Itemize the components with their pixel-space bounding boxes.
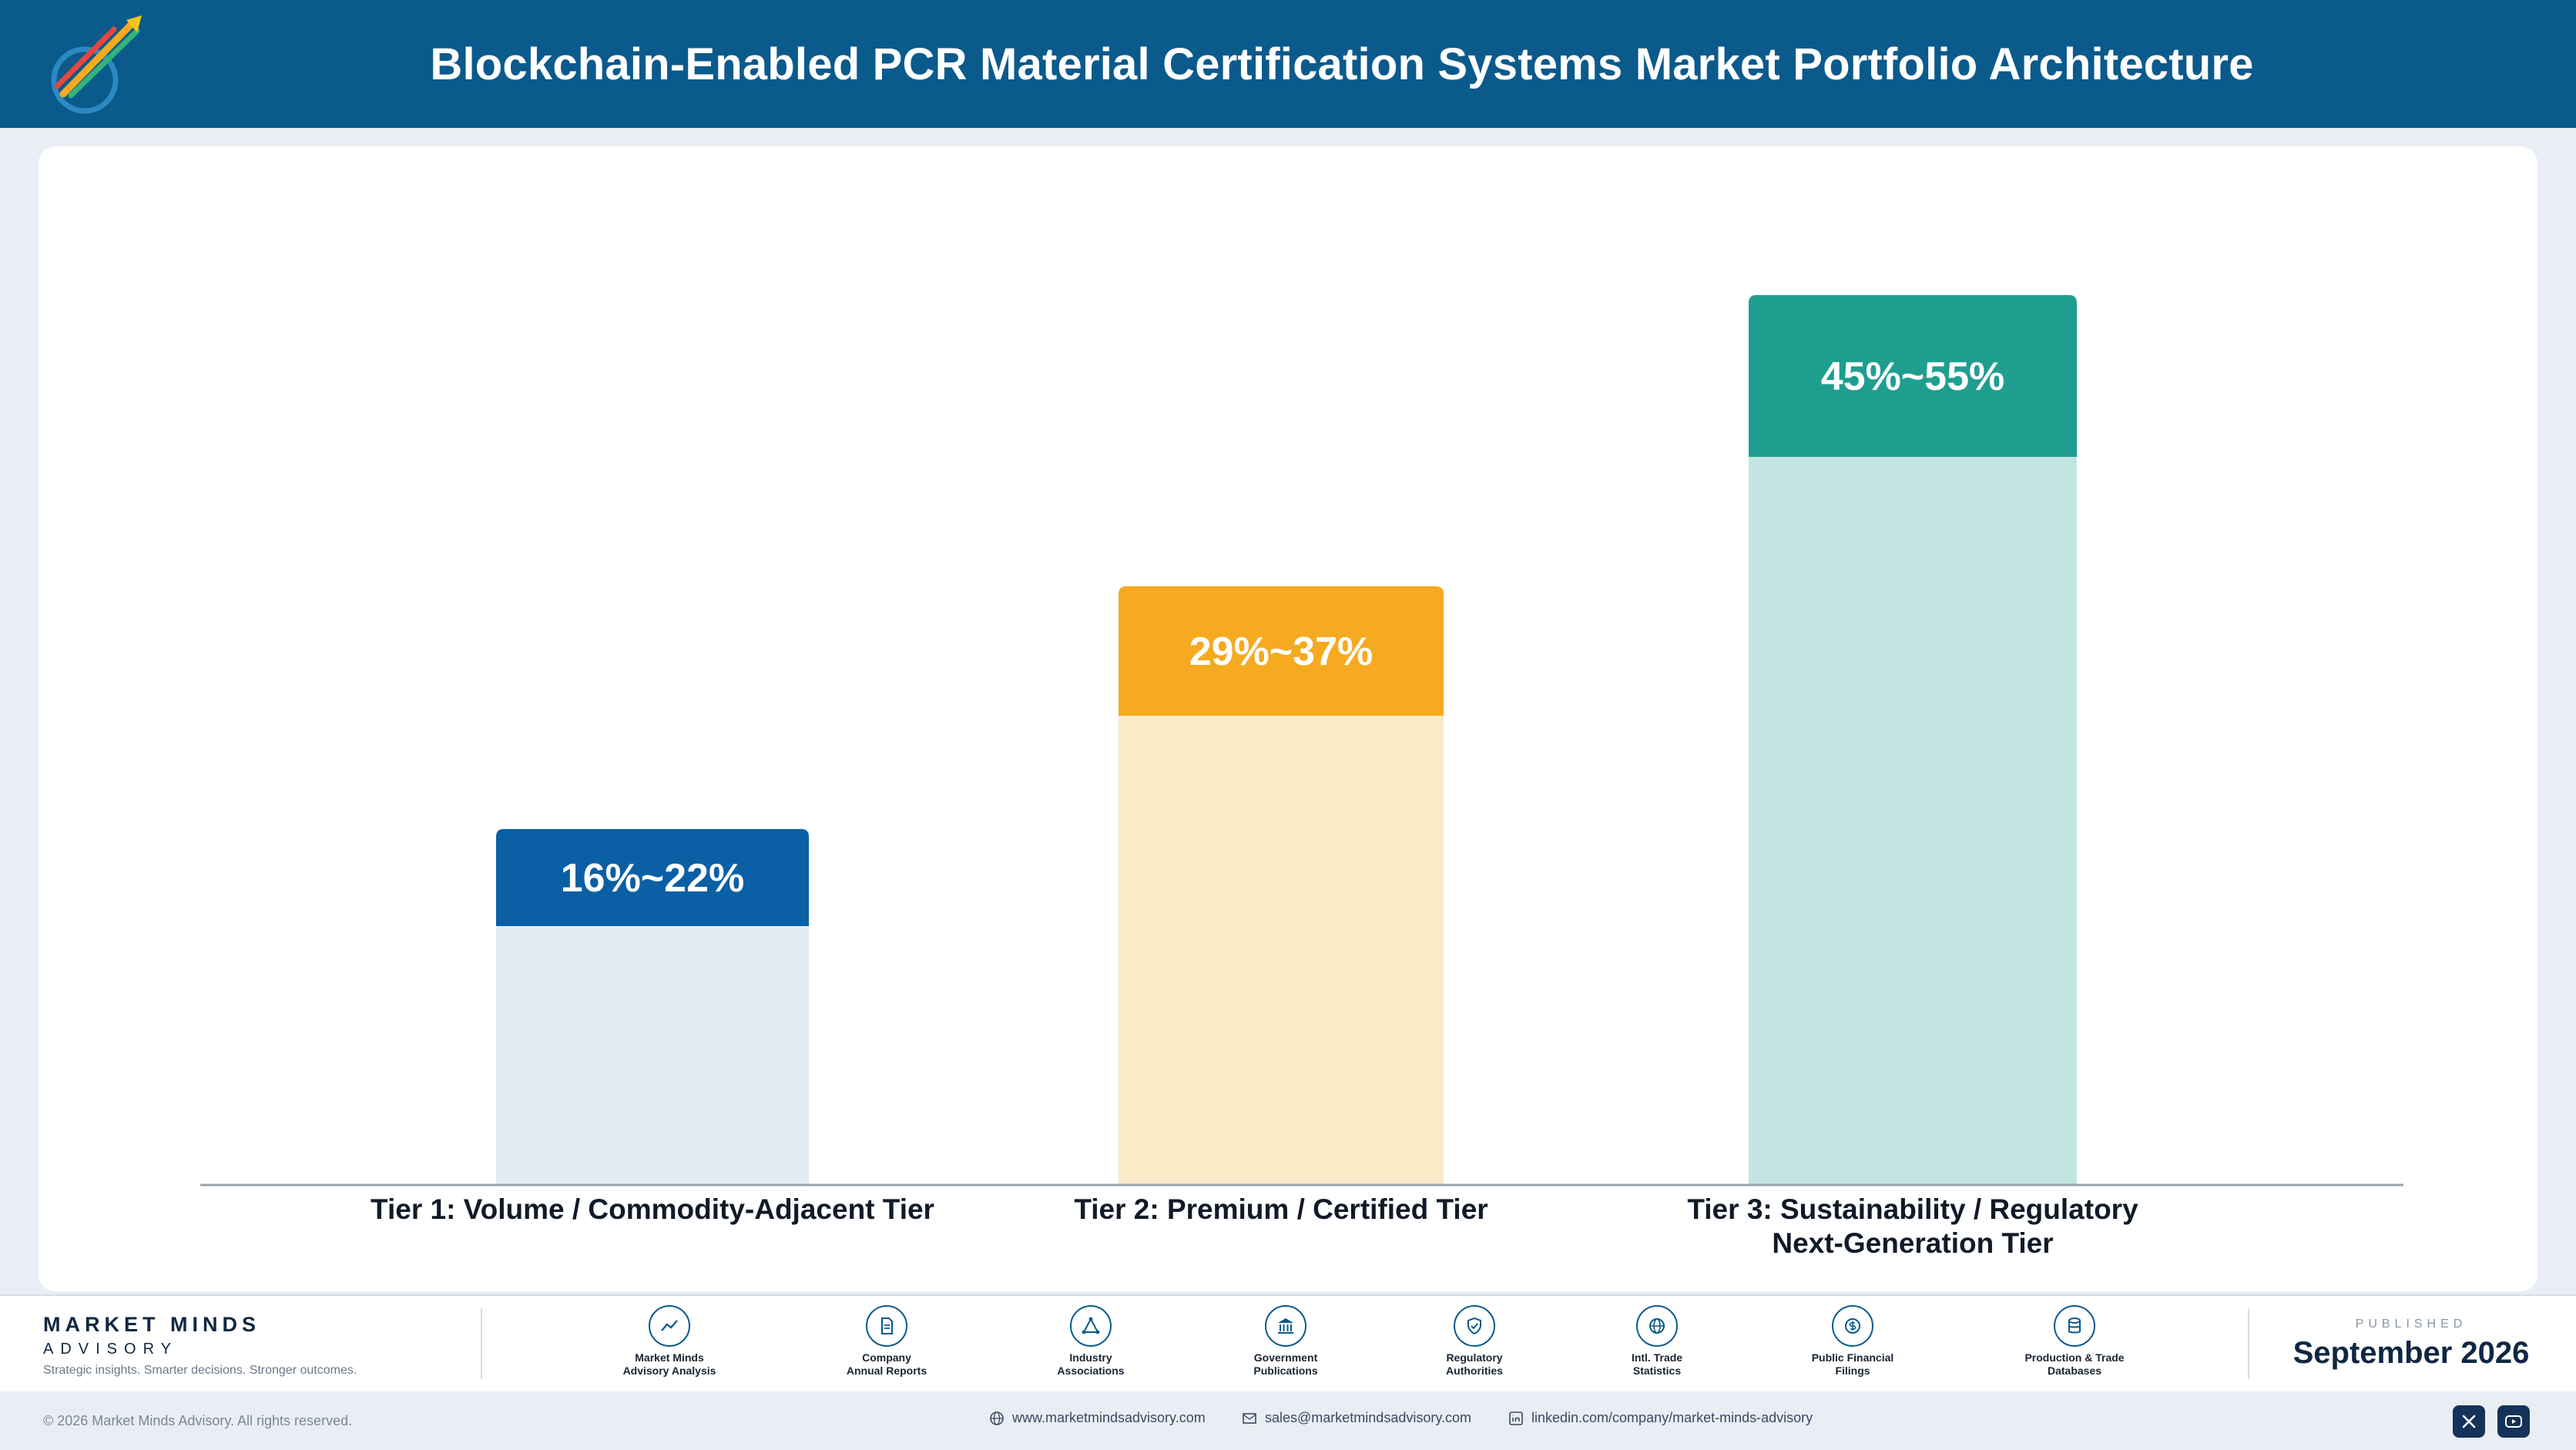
bar-base-1 [496,926,809,1185]
category-label-1: Tier 1: Volume / Commodity-Adjacent Tier [371,1193,934,1225]
document-icon [866,1305,907,1347]
source-label: Regulatory Authorities [1446,1351,1503,1377]
source-financial-filings: Public Financial Filings [1779,1305,1926,1378]
page-title: Blockchain-Enabled PCR Material Certific… [430,39,2254,89]
mail-icon [1243,1412,1256,1424]
building-icon [1265,1305,1306,1347]
category-label-2: Tier 2: Premium / Certified Tier [1074,1193,1488,1225]
linkedin-icon [1509,1411,1523,1425]
footer-divider [2248,1308,2249,1379]
trend-line-icon [649,1305,690,1347]
source-label: Government Publications [1253,1351,1318,1377]
source-industry-associations: Industry Associations [1018,1305,1164,1378]
copyright-text: © 2026 Market Minds Advisory. All rights… [43,1413,353,1428]
source-company-reports: Company Annual Reports [813,1305,960,1378]
linkedin-text: linkedin.com/company/market-minds-adviso… [1531,1410,1813,1425]
bottom-strip: © 2026 Market Minds Advisory. All rights… [0,1391,2576,1450]
source-regulatory-authorities: Regulatory Authorities [1401,1305,1548,1378]
bar-range-3 [1749,295,2077,457]
brand-tagline: Strategic insights. Smarter decisions. S… [43,1364,357,1377]
shield-icon [1454,1305,1495,1347]
globe-icon [1636,1305,1678,1347]
email-link[interactable]: sales@marketmindsadvisory.com [1242,1410,1471,1426]
database-icon [2054,1305,2095,1347]
chart-area: 16%~22% Tier 1: Volume / Commodity-Adjace… [200,295,2403,1259]
source-trade-statistics: Intl. Trade Statistics [1584,1305,1730,1378]
coin-icon [1832,1305,1873,1347]
bar-value-label-1: 16%~22% [561,856,745,901]
bar-value-label-2: 29%~37% [1189,629,1374,674]
published-date: September 2026 [2293,1336,2530,1370]
chart-card: 16%~22% Tier 1: Volume / Commodity-Adjace… [39,146,2537,1291]
bar-range-1 [496,829,809,926]
source-label: Public Financial Filings [1811,1351,1894,1377]
email-text: sales@marketmindsadvisory.com [1265,1410,1472,1425]
source-label: Company Annual Reports [846,1351,927,1377]
youtube-icon[interactable] [2497,1405,2530,1438]
bar-range-2 [1119,586,1444,716]
source-label: Market Minds Advisory Analysis [622,1351,716,1377]
published-label: PUBLISHED [2355,1317,2467,1331]
category-label-3: Tier 3: Sustainability / Regulatory [1687,1193,2138,1225]
brand-subtitle: ADVISORY [43,1341,178,1358]
bar-base-2 [1119,716,1444,1185]
source-government-publications: Government Publications [1213,1305,1359,1378]
bar-base-3 [1749,457,2077,1185]
category-label-3: Next-Generation Tier [1772,1227,2053,1259]
linkedin-link[interactable]: linkedin.com/company/market-minds-adviso… [1508,1410,1813,1426]
globe-icon [990,1411,1004,1425]
footer-divider [481,1308,482,1379]
source-trade-databases: Production & Trade Databases [2001,1305,2148,1378]
header-bar: Blockchain-Enabled PCR Material Certific… [0,0,2576,128]
website-link[interactable]: www.marketmindsadvisory.com [989,1410,1206,1426]
x-icon[interactable] [2453,1405,2485,1438]
bar-value-label-3: 45%~55% [1821,354,2005,399]
source-label: Production & Trade Databases [2024,1351,2125,1377]
network-icon [1070,1305,1112,1347]
website-text: www.marketmindsadvisory.com [1012,1410,1206,1425]
market-minds-logo [51,15,142,114]
source-label: Industry Associations [1057,1351,1125,1377]
source-market-minds-analysis: Market Minds Advisory Analysis [596,1305,743,1378]
footer: MARKET MINDS ADVISORY Strategic insights… [0,1294,2576,1391]
source-label: Intl. Trade Statistics [1631,1351,1683,1377]
brand-name: MARKET MINDS [43,1313,260,1336]
